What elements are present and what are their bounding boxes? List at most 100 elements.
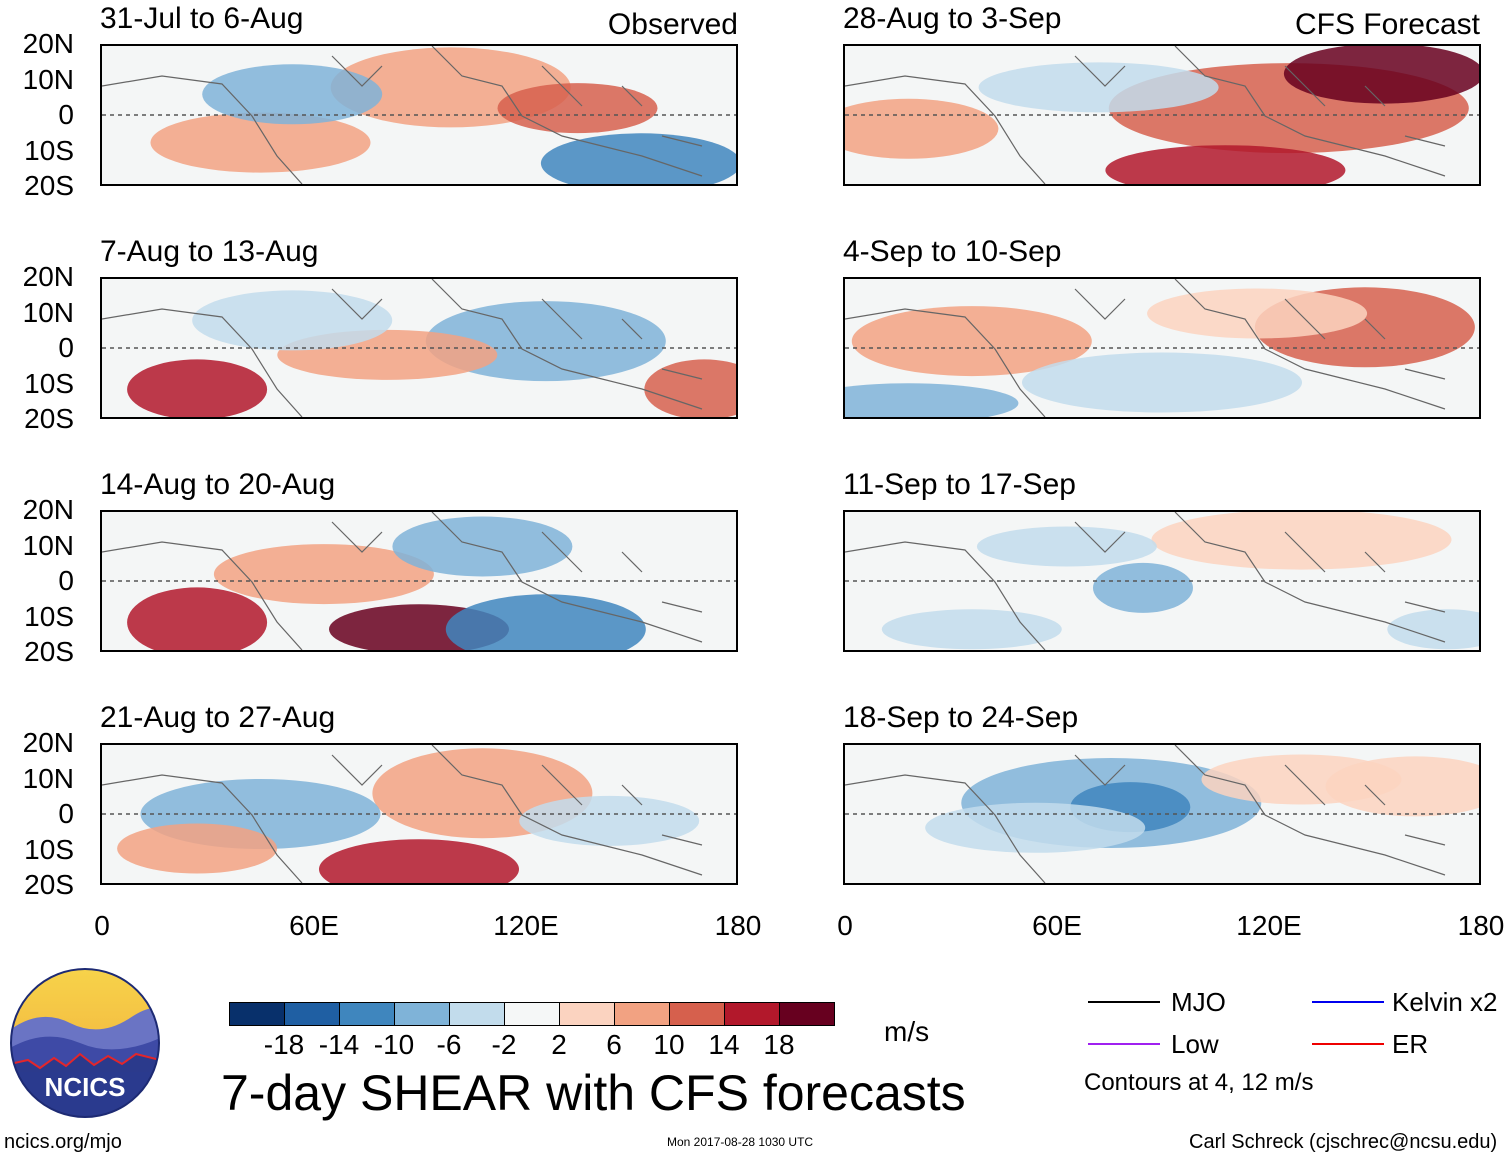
colorbar-box <box>614 1002 670 1026</box>
shear-anomaly-patch <box>978 62 1219 113</box>
shear-anomaly-patch <box>851 306 1092 377</box>
lon-label-left-120e: 120E <box>493 910 559 941</box>
panel-tag-cfs-forecast: CFS Forecast <box>1294 8 1480 41</box>
colorbar-box <box>284 1002 340 1026</box>
colorbar-box <box>559 1002 615 1026</box>
shear-field <box>845 745 1479 883</box>
legend-line-mjo <box>1088 1001 1160 1003</box>
shear-anomaly-patch <box>202 64 383 125</box>
shear-anomaly-patch <box>1151 512 1452 570</box>
lat-label-row3-2: 0 <box>58 565 74 596</box>
coastline <box>845 46 1446 184</box>
lat-label-row3-4: 20S <box>24 636 74 667</box>
shear-anomaly-patch <box>1105 145 1346 184</box>
panel-title-4: 21-Aug to 27-Aug <box>100 701 336 734</box>
main-title: 7-day SHEAR with CFS forecasts <box>221 1065 966 1121</box>
map-panel-6 <box>843 277 1481 419</box>
colorbar-box <box>504 1002 560 1026</box>
lat-label-row4-1: 10N <box>22 762 74 794</box>
shear-anomaly-patch <box>1387 609 1479 650</box>
colorbar-tick: -14 <box>318 1029 360 1060</box>
colorbar-tick: 2 <box>551 1029 567 1060</box>
lat-label-row1-1: 10N <box>22 63 74 95</box>
colorbar-tick: 18 <box>763 1029 795 1060</box>
map-panel-3 <box>100 510 738 652</box>
colorbar-tick: -18 <box>263 1029 305 1060</box>
shear-anomaly-patch <box>881 609 1062 650</box>
shear-anomaly-patch <box>1022 352 1302 413</box>
map-panel-2 <box>100 277 738 419</box>
colorbar-box <box>339 1002 395 1026</box>
legend-label-kelvin: Kelvin x2 <box>1392 987 1498 1017</box>
colorbar-tick: -2 <box>491 1029 517 1060</box>
panel-title-8: 18-Sep to 24-Sep <box>843 701 1079 734</box>
shear-field <box>102 46 736 184</box>
lat-label-row2-3: 10S <box>24 367 74 399</box>
panel-title-3: 14-Aug to 20-Aug <box>100 468 336 501</box>
lat-label-row2-4: 20S <box>24 403 74 434</box>
footer-url: ncics.org/mjo <box>4 1131 122 1153</box>
lon-label-right-60e: 60E <box>1032 910 1082 941</box>
legend-line-er <box>1312 1043 1384 1045</box>
shear-field <box>102 279 736 417</box>
lat-label-row4-2: 0 <box>58 798 74 829</box>
legend-note: Contours at 4, 12 m/s <box>1084 1069 1314 1096</box>
map-panel-5 <box>843 44 1481 186</box>
footer-credit: Carl Schreck (cjschrec@ncsu.edu) <box>1189 1131 1498 1153</box>
lat-label-row1-3: 10S <box>24 134 74 166</box>
lat-label-row4-4: 20S <box>24 869 74 900</box>
shear-anomaly-patch <box>845 383 1019 417</box>
shear-anomaly-patch <box>117 823 278 874</box>
shear-field <box>102 512 736 650</box>
shear-anomaly-patch <box>644 359 736 417</box>
coastline <box>102 46 703 184</box>
lat-label-row1-4: 20S <box>24 170 74 201</box>
shear-anomaly-patch <box>127 587 268 650</box>
legend-line-low <box>1088 1043 1160 1045</box>
shear-anomaly-patch <box>976 526 1157 567</box>
lon-label-right-120e: 120E <box>1236 910 1302 941</box>
legend-line-kelvin <box>1312 1001 1384 1003</box>
colorbar-units: m/s <box>884 1016 930 1047</box>
panel-tag-observed: Observed <box>607 8 738 41</box>
panel-title-1: 31-Jul to 6-Aug <box>100 2 304 35</box>
shear-anomaly-patch <box>1092 562 1193 613</box>
shear-anomaly-patch <box>127 359 268 417</box>
panel-title-7: 11-Sep to 17-Sep <box>843 468 1076 501</box>
shear-anomaly-patch <box>319 839 519 883</box>
legend-label-er: ER <box>1392 1029 1429 1059</box>
footer-timestamp: Mon 2017-08-28 1030 UTC <box>667 1135 814 1149</box>
colorbar-box <box>779 1002 835 1026</box>
shear-anomaly-patch <box>497 83 658 134</box>
lon-label-left-0: 0 <box>94 910 110 941</box>
panel-title-2: 7-Aug to 13-Aug <box>100 235 319 268</box>
lat-label-row2-0: 20N <box>22 261 74 292</box>
colorbar-tick: 10 <box>653 1029 685 1060</box>
colorbar-tick: -10 <box>373 1029 415 1060</box>
shear-anomaly-patch <box>445 594 646 650</box>
shear-anomaly-patch <box>213 544 434 605</box>
colorbar-box <box>394 1002 450 1026</box>
map-panel-4 <box>100 743 738 885</box>
lon-label-right-180: 180 <box>1457 910 1505 941</box>
lat-label-row3-0: 20N <box>22 494 74 525</box>
map-panel-8 <box>843 743 1481 885</box>
colorbar-tick: -6 <box>436 1029 462 1060</box>
lon-label-left-60e: 60E <box>289 910 339 941</box>
shear-field <box>845 279 1479 417</box>
colorbar-tick: 14 <box>708 1029 740 1060</box>
lon-label-right-0: 0 <box>837 910 853 941</box>
shear-anomaly-patch <box>540 133 736 184</box>
logo-text: NCICS <box>45 1072 126 1102</box>
lat-label-row1-0: 20N <box>22 28 74 59</box>
lat-label-row2-1: 10N <box>22 296 74 328</box>
panel-title-6: 4-Sep to 10-Sep <box>843 235 1062 268</box>
colorbar-box <box>229 1002 285 1026</box>
shear-anomaly-patch <box>1325 756 1479 817</box>
lat-label-row1-2: 0 <box>58 99 74 130</box>
shear-anomaly-patch <box>925 802 1146 853</box>
shear-anomaly-patch <box>150 112 371 173</box>
coastline <box>102 279 703 417</box>
lat-label-row3-1: 10N <box>22 529 74 561</box>
shear-anomaly-patch <box>192 290 393 351</box>
